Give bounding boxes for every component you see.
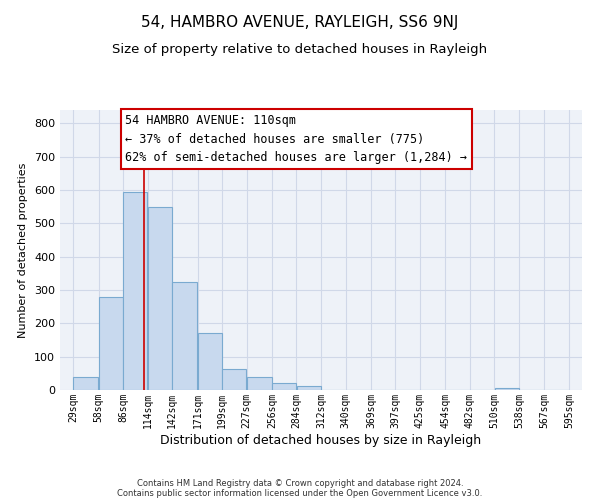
Bar	[198, 334, 222, 390]
Text: Contains HM Land Registry data © Crown copyright and database right 2024.: Contains HM Land Registry data © Crown c…	[137, 478, 463, 488]
Bar	[494, 388, 519, 390]
Bar	[123, 192, 148, 390]
Bar	[222, 369, 247, 390]
Text: 54, HAMBRO AVENUE, RAYLEIGH, SS6 9NJ: 54, HAMBRO AVENUE, RAYLEIGH, SS6 9NJ	[142, 15, 458, 30]
Text: Contains public sector information licensed under the Open Government Licence v3: Contains public sector information licen…	[118, 488, 482, 498]
Bar	[172, 282, 197, 390]
Bar	[148, 206, 172, 390]
Bar	[99, 296, 123, 390]
Text: 54 HAMBRO AVENUE: 110sqm
← 37% of detached houses are smaller (775)
62% of semi-: 54 HAMBRO AVENUE: 110sqm ← 37% of detach…	[125, 114, 467, 164]
Bar	[73, 378, 98, 390]
Bar	[296, 386, 321, 390]
Bar	[272, 384, 296, 390]
Text: Size of property relative to detached houses in Rayleigh: Size of property relative to detached ho…	[112, 42, 488, 56]
X-axis label: Distribution of detached houses by size in Rayleigh: Distribution of detached houses by size …	[160, 434, 482, 446]
Bar	[247, 378, 272, 390]
Y-axis label: Number of detached properties: Number of detached properties	[19, 162, 28, 338]
